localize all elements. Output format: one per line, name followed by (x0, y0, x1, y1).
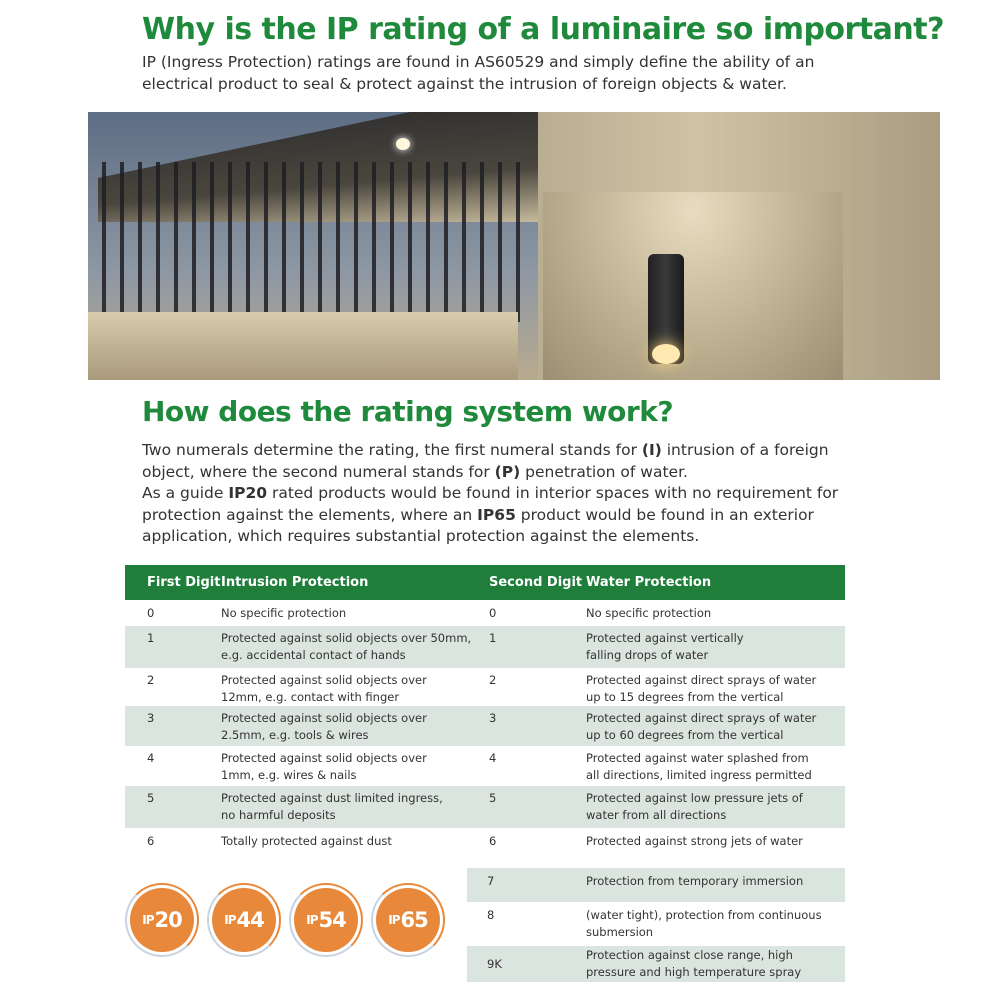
table-row: 0 No specific protection 0 No specific prot… (147, 606, 712, 620)
ip-badge-icon: IP 54 (289, 883, 363, 957)
intro-line: electrical product to seal & protect aga… (142, 74, 787, 93)
table-header: First Digit Intrusion Protection Second … (125, 565, 845, 600)
body-text: Two numerals determine the rating, the f… (142, 441, 839, 545)
ip-badge-icon: IP 20 (125, 883, 199, 957)
table-row: 7 Protection from temporary immersion (467, 868, 845, 902)
table-row: 3 Protected against solid objects over 2.… (125, 706, 845, 746)
table-row: 4 Protected against solid objects over 1m… (147, 751, 812, 782)
page-title: Why is the IP rating of a luminaire so i… (142, 12, 945, 47)
ip-badge-icon: IP 65 (371, 883, 445, 957)
balcony-photo (88, 112, 940, 380)
table-row: 6 Totally protected against dust 6 Protecte… (147, 834, 803, 848)
table-row: 2 Protected against solid objects over 12… (147, 673, 817, 704)
intro-text: IP (Ingress Protection) ratings are foun… (142, 52, 814, 95)
table-row: 9K Protection against close range, high p… (467, 946, 845, 982)
ip-rating-table: First Digit Intrusion Protection Second … (125, 565, 845, 858)
table-row: 5 Protected against dust limited ingress,… (125, 786, 845, 828)
section-heading: How does the rating system work? (142, 395, 674, 428)
table-row: 8 (water tight), protection from continuo… (487, 908, 822, 939)
table-row: 1 Protected against solid objects over 50… (125, 626, 845, 668)
intro-line: IP (Ingress Protection) ratings are foun… (142, 53, 815, 71)
ip-badge-icon: IP 44 (207, 883, 281, 957)
